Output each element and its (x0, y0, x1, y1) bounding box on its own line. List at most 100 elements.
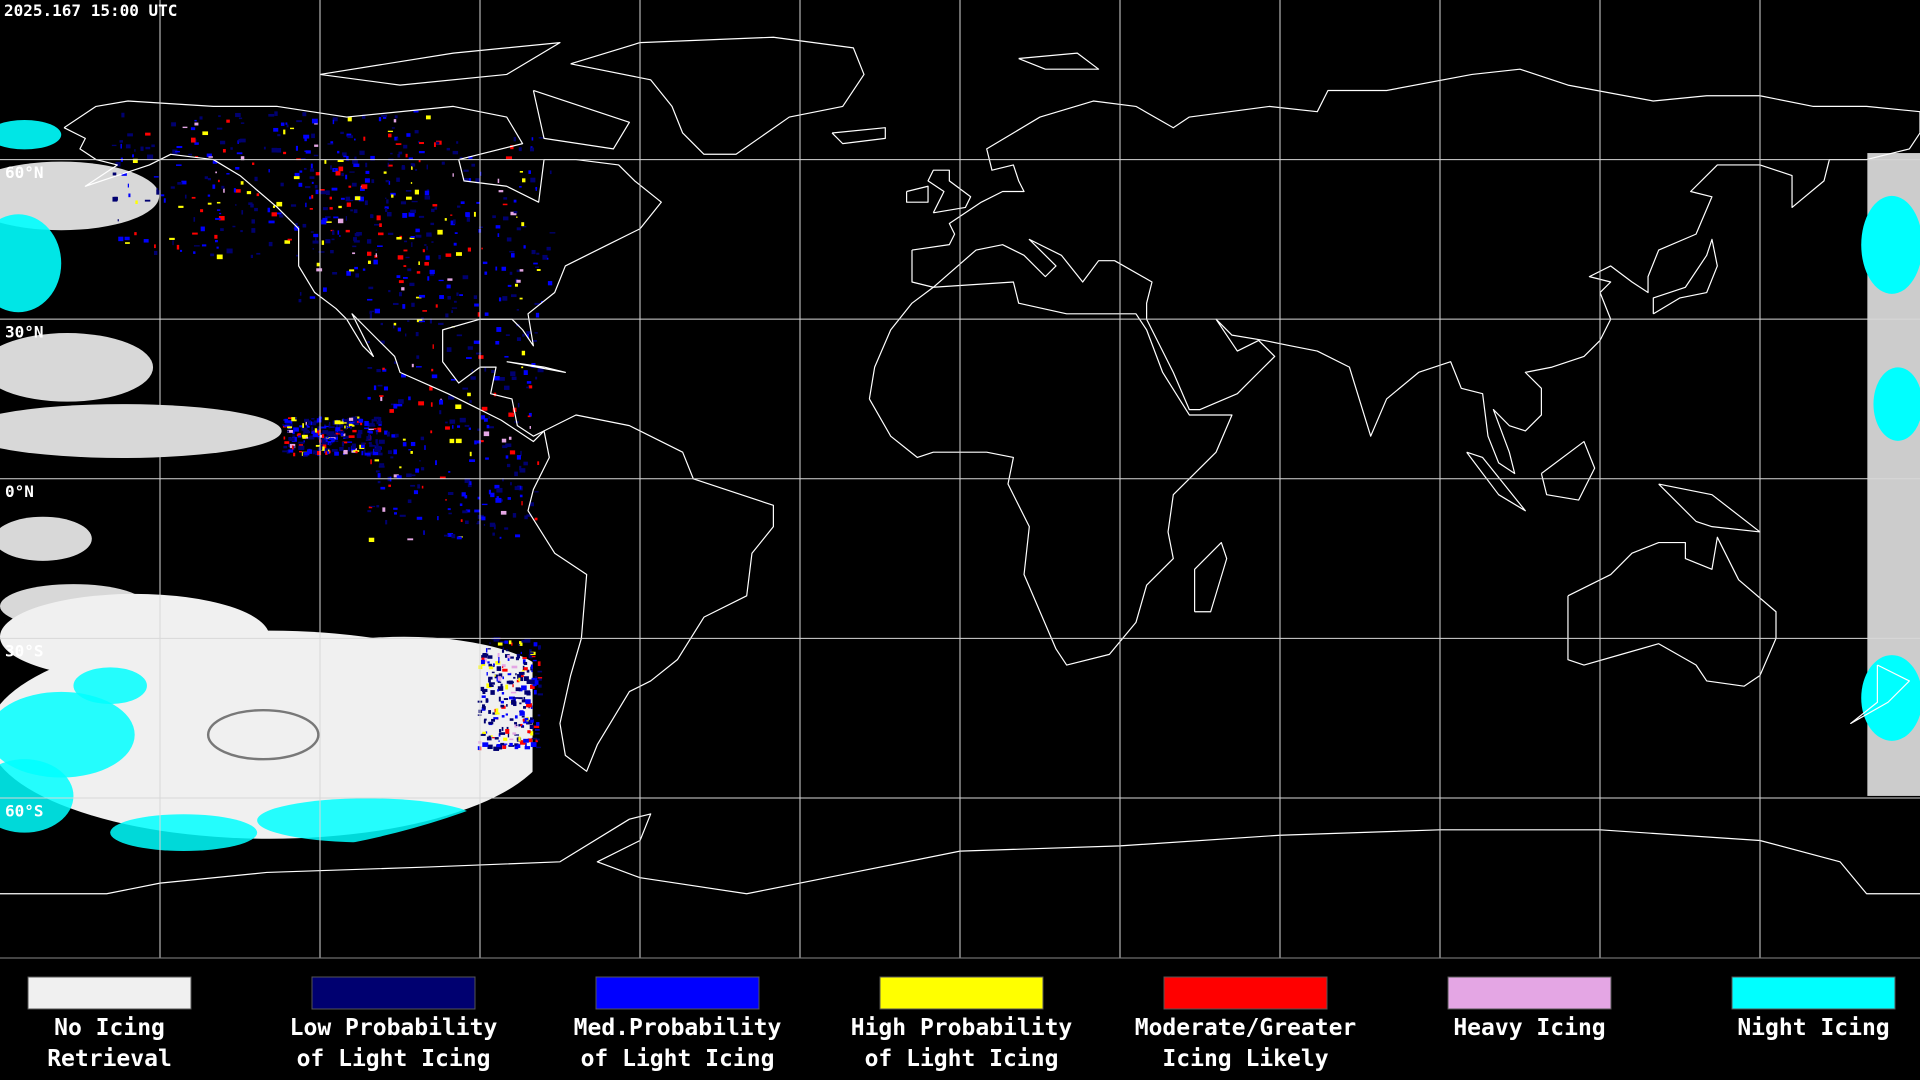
icing-pixel (290, 127, 295, 130)
icing-pixel (528, 170, 531, 174)
icing-pixel (497, 642, 503, 646)
icing-pixel (320, 426, 327, 429)
icing-pixel (445, 421, 448, 424)
icing-pixel (212, 184, 216, 189)
icing-pixel (533, 642, 538, 647)
icing-pixel (521, 715, 525, 718)
icing-pixel (352, 429, 357, 433)
icing-pixel (490, 492, 495, 498)
icing-pixel (494, 737, 499, 740)
icing-pixel (310, 231, 314, 233)
icing-pixel (353, 209, 358, 214)
icing-pixel (528, 385, 533, 389)
icing-pixel (210, 253, 215, 257)
icing-pixel (301, 434, 308, 438)
icing-pixel (111, 144, 117, 147)
icing-pixel (483, 657, 487, 663)
icing-pixel (380, 486, 386, 490)
icing-pixel (376, 369, 381, 373)
icing-pixel (438, 279, 444, 282)
icing-pixel (347, 159, 350, 162)
icing-pixel (312, 433, 319, 438)
icing-pixel (497, 689, 499, 692)
icing-pixel (401, 374, 406, 378)
icing-pixel (459, 294, 463, 297)
icing-pixel (309, 296, 316, 299)
icing-pixel (516, 455, 521, 460)
icing-pixel (536, 738, 540, 741)
cloud (0, 333, 154, 402)
icing-pixel (422, 249, 425, 253)
icing-pixel (293, 176, 300, 180)
icing-pixel (505, 684, 509, 690)
icing-pixel (529, 724, 534, 730)
coastline (533, 90, 629, 148)
icing-pixel (349, 269, 355, 272)
icing-pixel (284, 441, 290, 444)
icing-pixel (447, 295, 451, 300)
icing-pixel (394, 115, 398, 119)
icing-pixel (510, 691, 517, 694)
icing-pixel (530, 679, 536, 685)
icing-pixel (304, 451, 310, 456)
icing-pixel (319, 446, 325, 451)
icing-pixel (216, 254, 223, 260)
icing-pixel (483, 523, 486, 526)
icing-pixel (318, 251, 325, 253)
icing-pixel (274, 111, 278, 116)
icing-pixel (363, 136, 366, 141)
icing-pixel (511, 665, 518, 669)
coastline (528, 415, 773, 771)
icing-pixel (382, 367, 385, 370)
icing-pixel (482, 653, 489, 657)
icing-pixel (526, 514, 532, 517)
icing-pixel (334, 451, 339, 456)
icing-pixel (387, 130, 393, 133)
icing-pixel (324, 425, 331, 428)
night-cloud (110, 814, 258, 852)
coastline (507, 362, 566, 373)
icing-pixel (518, 724, 521, 727)
icing-pixel (450, 214, 453, 216)
icing-pixel (305, 186, 311, 189)
icing-pixel (456, 334, 463, 337)
icing-pixel (510, 145, 514, 150)
icing-pixel (347, 135, 354, 139)
icing-pixel (426, 246, 428, 251)
icing-pixel (533, 725, 540, 729)
icing-pixel (418, 150, 425, 154)
icing-pixel (493, 717, 499, 720)
icing-pixel (439, 399, 444, 405)
icing-pixel (346, 421, 350, 427)
icing-pixel (455, 252, 462, 256)
icing-pixel (192, 232, 198, 235)
icing-pixel (375, 249, 378, 251)
icing-pixel (514, 724, 518, 728)
icing-pixel (421, 485, 424, 489)
icing-pixel (268, 169, 270, 173)
icing-pixel (396, 177, 400, 182)
icing-pixel (512, 732, 517, 735)
icing-pixel (178, 205, 184, 208)
icing-pixel (215, 171, 217, 174)
icing-pixel (487, 655, 493, 659)
icing-pixel (348, 185, 352, 188)
legend-swatch (595, 976, 760, 1010)
icing-pixel (295, 417, 297, 420)
icing-pixel (311, 422, 317, 426)
icing-pixel (282, 424, 285, 426)
icing-pixel (488, 489, 492, 495)
icing-pixel (392, 302, 399, 305)
icing-pixel (194, 122, 199, 126)
icing-pixel (493, 663, 495, 665)
icing-pixel (416, 355, 420, 359)
icing-pixel (386, 431, 390, 437)
icing-pixel (482, 261, 488, 265)
icing-pixel (401, 165, 405, 169)
icing-pixel (488, 676, 493, 680)
icing-pixel (518, 677, 521, 682)
icing-pixel (523, 245, 526, 249)
icing-pixel (305, 420, 307, 426)
icing-pixel (226, 119, 230, 123)
icing-pixel (330, 440, 335, 443)
